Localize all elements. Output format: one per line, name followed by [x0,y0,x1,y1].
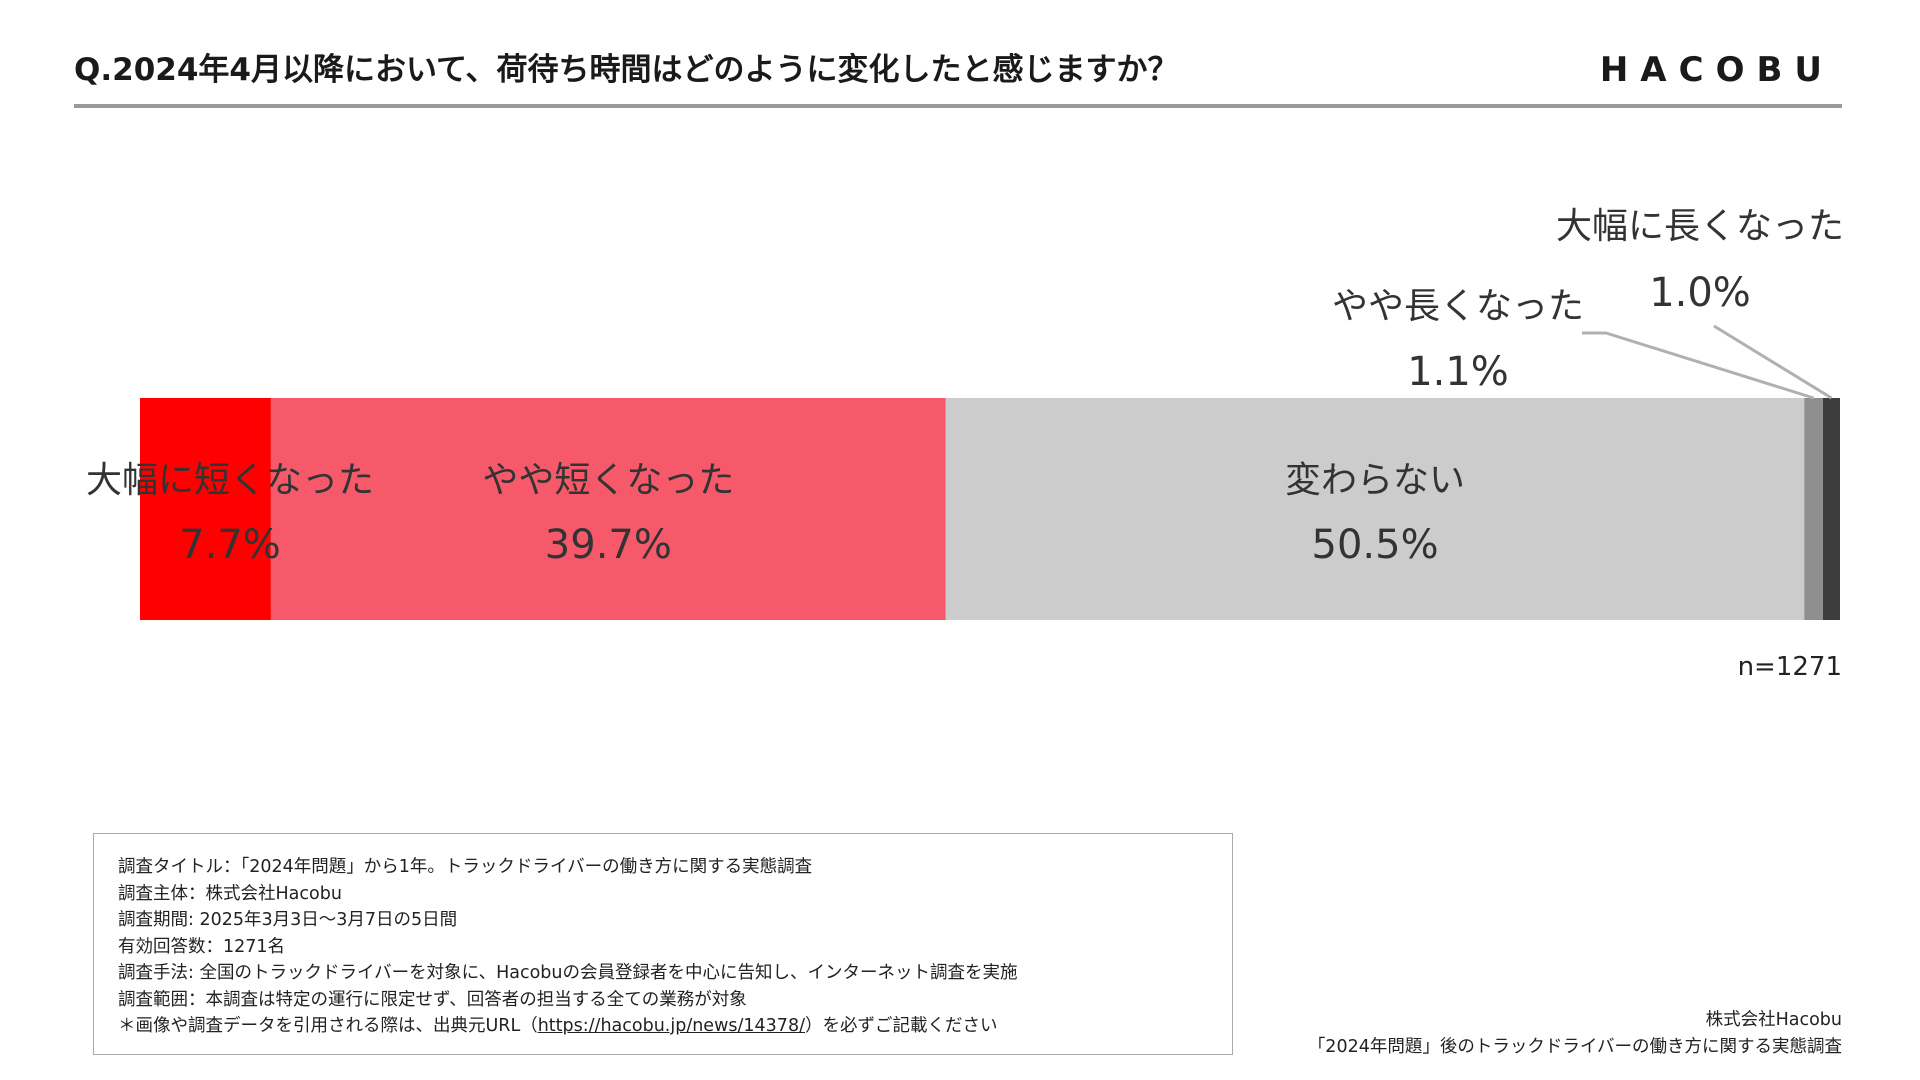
hacobu-logo: HACOBU [1599,50,1834,90]
segment-category-label: 大幅に短くなった [86,460,374,501]
citation-prefix: ＊画像や調査データを引用される際は、出典元URL（ [118,1016,538,1036]
citation-url-link[interactable]: https://hacobu.jp/news/14378/ [537,1016,805,1036]
leader-line [1713,324,1833,400]
citation-suffix: ）を必ずご記載ください [804,1016,998,1036]
segment-value-label: 1.0% [1649,270,1751,316]
chart-question-title: Q.2024年4月以降において、荷待ち時間はどのように変化したと感じますか？ [74,52,1179,88]
credit-company: 株式会社Hacobu [1705,1010,1842,1030]
bar-segment [270,398,946,620]
segment-category-label: 変わらない [1285,460,1465,501]
survey-note-line: 調査手法: 全国のトラックドライバーを対象に、Hacobuの会員登録者を中心に告… [118,963,1018,983]
source-credit: 株式会社Hacobu 「2024年問題」後のトラックドライバーの働き方に関する実… [1308,1007,1842,1061]
survey-notes-box: 調査タイトル：「2024年問題」から1年。トラックドライバーの働き方に関する実態… [93,833,1233,1055]
leader-line [1582,331,1815,400]
title-divider [74,104,1842,108]
survey-note-line: 調査期間: 2025年3月3日〜3月7日の5日間 [118,910,458,930]
survey-note-line: 有効回答数：1271名 [118,936,286,957]
segment-category-label: 大幅に長くなった [1556,206,1844,247]
credit-report-title: 「2024年問題」後のトラックドライバーの働き方に関する実態調査 [1307,1037,1842,1057]
citation-note: ＊画像や調査データを引用される際は、出典元URL（https://hacobu.… [118,1013,1232,1040]
bar-segment [140,398,271,620]
segment-value-label: 50.5% [1312,522,1439,568]
segment-category-label: やや短くなった [482,460,734,501]
bar-segment [1804,398,1823,620]
survey-note-line: 調査主体：株式会社Hacobu [118,883,342,904]
sample-size-label: n=1271 [1737,652,1842,682]
segment-value-label: 39.7% [545,522,672,568]
bar-segment [1823,398,1840,620]
survey-note-line: 調査範囲：本調査は特定の運行に限定せず、回答者の担当する全ての業務が対象 [118,989,747,1010]
bar-segment [945,398,1805,620]
segment-value-label: 1.1% [1407,349,1509,395]
survey-note-line: 調査タイトル：「2024年問題」から1年。トラックドライバーの働き方に関する実態… [118,857,813,877]
segment-value-label: 7.7% [179,522,281,568]
segment-category-label: やや長くなった [1332,286,1584,327]
